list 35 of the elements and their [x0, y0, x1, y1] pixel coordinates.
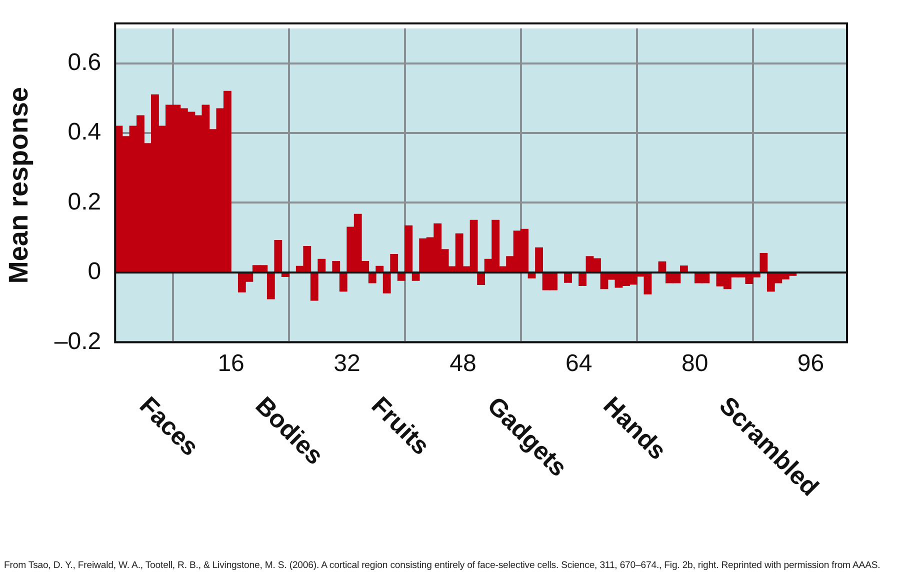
bar — [390, 254, 398, 272]
bar — [680, 266, 688, 272]
bar — [404, 225, 413, 272]
bar — [382, 273, 391, 294]
y-tick-label: 0.6 — [68, 48, 102, 76]
bar — [274, 240, 282, 272]
bar — [397, 273, 406, 281]
bar — [477, 273, 486, 285]
bar — [528, 273, 536, 278]
bar — [332, 260, 340, 272]
bar — [376, 266, 384, 272]
text: From Tsao, D. Y., Freiwald, W. A., Tootell, R. B., & Livingstone, M. S. (2006). A cortical region consisting entirely of face-selective cells. Science, 311, 670–674., Fig. 2b, right. Reprinted with permission from AAAS. — [4, 560, 880, 571]
x-tick-label: 96 — [797, 350, 824, 378]
y-tick-label: 0.4 — [68, 118, 102, 146]
x-tick-label: 80 — [681, 350, 708, 378]
bar — [412, 273, 420, 281]
bar — [760, 252, 768, 272]
bar — [266, 273, 275, 300]
bar — [339, 273, 348, 292]
x-tick-label: 16 — [218, 350, 244, 378]
bar — [578, 273, 586, 286]
y-tick-label: 0.2 — [68, 188, 102, 216]
bar — [368, 273, 376, 284]
x-tick-label: 64 — [566, 350, 592, 378]
y-axis-title: Mean response — [4, 87, 34, 284]
bar — [535, 247, 543, 272]
y-tick-label: –0.2 — [54, 328, 102, 355]
bar — [281, 273, 290, 277]
bar — [564, 273, 572, 283]
x-tick-label: 32 — [334, 350, 360, 378]
bar — [658, 261, 666, 272]
bar — [310, 273, 318, 301]
y-tick-label: 0 — [88, 258, 102, 286]
x-tick-label: 48 — [450, 350, 476, 378]
bar — [318, 258, 326, 272]
